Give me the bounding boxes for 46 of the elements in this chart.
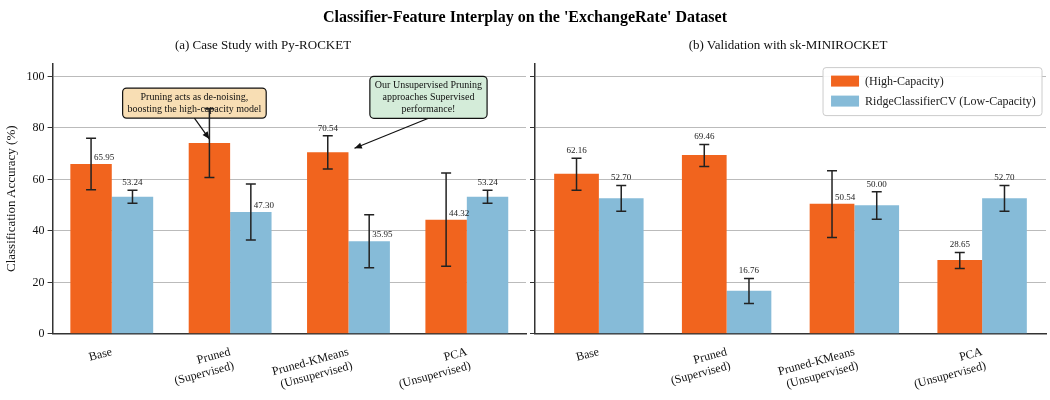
chart-subtitle: (a) Case Study with Py-ROCKET [174, 37, 352, 53]
y-tick-label: 100 [26, 68, 45, 83]
bar [681, 155, 727, 334]
bar [854, 205, 900, 334]
annotation: Our Unsupervised Pruning approaches Supervised performance! [374, 78, 483, 114]
data-label: 35.95 [372, 229, 393, 240]
bar [425, 219, 467, 334]
data-label: 53.24 [477, 177, 499, 188]
data-label: 44.32 [449, 207, 470, 218]
data-label: 47.30 [253, 199, 275, 210]
x-tick-label: Base [574, 344, 601, 364]
x-tick-label: Base [87, 344, 114, 364]
bar [307, 152, 349, 334]
data-label: 53.24 [122, 177, 144, 188]
bar [937, 260, 983, 334]
data-label: 50.54 [835, 191, 856, 202]
data-label: 70.54 [317, 122, 339, 133]
bar [726, 290, 772, 334]
chart-title: Classifier-Feature Interplay on the 'ExchangeRate' Dataset [322, 7, 728, 28]
chart-subtitle: (b) Validation with sk-MINIROCKET [688, 37, 888, 53]
data-label: 50.00 [866, 178, 888, 189]
legend-label: RidgeClassifierCV (Low-Capacity) [865, 93, 1036, 108]
bar [982, 198, 1027, 334]
y-tick-label: 80 [32, 120, 45, 135]
y-tick-label: 20 [32, 274, 45, 289]
data-label: 69.46 [694, 131, 715, 142]
data-label: 16.76 [738, 265, 760, 276]
bar [809, 203, 855, 334]
bar [230, 212, 272, 334]
data-label: 52.70 [994, 172, 1016, 183]
bar [598, 198, 644, 334]
bar [188, 143, 231, 334]
data-label: 62.16 [566, 145, 588, 156]
bar [70, 164, 112, 334]
y-tick-label: 60 [32, 171, 45, 186]
data-label: 28.65 [949, 239, 971, 250]
y-tick-label: 0 [38, 325, 45, 340]
bar [111, 196, 154, 334]
bar [348, 241, 390, 334]
y-axis-title: Classification Accuracy (%) [3, 125, 19, 272]
annotation: Pruning acts as de-noising, boosting the high-capacity model [127, 90, 262, 114]
legend-label: (High-Capacity) [865, 73, 944, 88]
data-label: 65.95 [94, 151, 115, 162]
y-tick-label: 40 [32, 223, 45, 238]
bar [554, 173, 599, 334]
data-label: 52.70 [611, 172, 632, 183]
